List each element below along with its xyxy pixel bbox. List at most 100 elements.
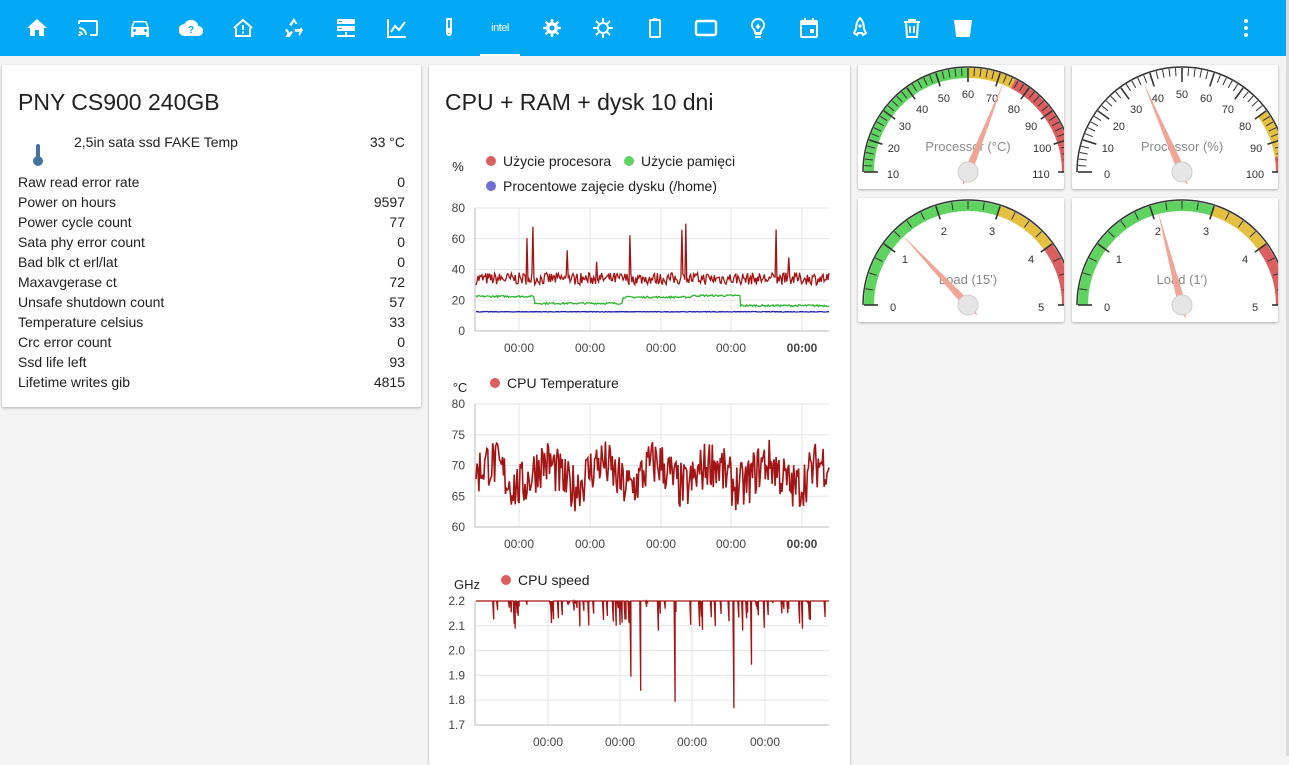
gauge-band xyxy=(997,206,1052,250)
tab-calendar[interactable] xyxy=(783,0,835,56)
overflow-menu-button[interactable] xyxy=(1220,0,1272,56)
gauge-tick xyxy=(1138,78,1141,85)
ssd-card: PNY CS900 240GB 2,5in sata ssd FAKE Temp… xyxy=(2,65,421,407)
gauge-scale-label: 3 xyxy=(1203,226,1209,238)
tab-car[interactable] xyxy=(114,0,166,56)
gauge-tick xyxy=(1243,92,1248,98)
y-tick-label: 80 xyxy=(452,397,466,411)
tab-intel[interactable]: intel xyxy=(474,0,526,56)
gauge-tick xyxy=(1126,84,1130,91)
tab-tablet[interactable] xyxy=(680,0,732,56)
tab-delete-bin[interactable] xyxy=(937,0,989,56)
gauge-tick xyxy=(1083,140,1096,144)
cloud-question-icon: ? xyxy=(179,16,203,40)
tab-home-alert[interactable] xyxy=(217,0,269,56)
series-line xyxy=(476,440,829,511)
x-tick-label: 00:00 xyxy=(575,537,605,551)
tab-home[interactable] xyxy=(11,0,63,56)
gauge-scale-label: 40 xyxy=(916,104,928,116)
gauge-needle-hub xyxy=(1172,295,1192,315)
gauge-tick xyxy=(1163,70,1164,78)
calendar-icon xyxy=(797,16,821,40)
y-tick-label: 2.0 xyxy=(448,644,465,658)
temp-sensor-row[interactable]: 2,5in sata ssd FAKE Temp 33 °C xyxy=(18,132,405,172)
attribute-row[interactable]: Ssd life left 93 xyxy=(18,352,405,372)
tab-sun-gear[interactable] xyxy=(577,0,629,56)
gauge-needle-hub xyxy=(1172,162,1192,182)
battery-icon xyxy=(643,16,667,40)
gauge-tick xyxy=(1233,84,1237,91)
attribute-label: Ssd life left xyxy=(18,354,86,370)
cast-icon xyxy=(76,16,100,40)
tab-recycle[interactable] xyxy=(268,0,320,56)
gauge-rim xyxy=(863,200,1064,305)
tab-lightbulb[interactable] xyxy=(732,0,784,56)
gauge-tick xyxy=(1121,88,1129,99)
gauge-scale-label: 30 xyxy=(1130,104,1142,116)
temp-sensor-value: 33 °C xyxy=(370,134,405,150)
gauge-tick xyxy=(1248,96,1253,102)
server-icon xyxy=(334,16,358,40)
tab-battery[interactable] xyxy=(629,0,681,56)
tab-rocket[interactable] xyxy=(834,0,886,56)
tab-server[interactable] xyxy=(320,0,372,56)
y-tick-label: 40 xyxy=(452,263,466,277)
gauge-scale-label: 90 xyxy=(1250,143,1262,155)
legend-label: CPU speed xyxy=(518,572,590,588)
tab-chart[interactable] xyxy=(371,0,423,56)
attribute-label: Raw read error rate xyxy=(18,174,139,190)
gauge-tick xyxy=(1111,96,1116,102)
sun-gear-icon xyxy=(591,16,615,40)
gauge-tick xyxy=(1206,71,1208,79)
x-tick-label: 00:00 xyxy=(750,735,780,749)
attribute-value: 57 xyxy=(389,294,405,310)
x-tick-label: 00:00 xyxy=(605,735,635,749)
gauge-tick xyxy=(1256,106,1262,111)
attribute-value: 93 xyxy=(389,354,405,370)
chart-y-unit: % xyxy=(452,159,464,174)
svg-text:?: ? xyxy=(188,25,194,36)
tab-cast[interactable] xyxy=(62,0,114,56)
tab-trash[interactable] xyxy=(886,0,938,56)
gauge-tick xyxy=(1169,69,1170,77)
y-tick-label: 70 xyxy=(452,459,466,473)
y-tick-label: 75 xyxy=(452,428,466,442)
chart-y-unit: °C xyxy=(453,380,468,395)
attribute-value: 0 xyxy=(397,174,405,190)
gauge-needle-hub xyxy=(958,295,978,315)
legend-swatch xyxy=(490,378,500,388)
gauge-scale-label: 1 xyxy=(902,254,908,266)
gauge-scale-label: 5 xyxy=(1038,302,1044,314)
gauge-scale-label: 90 xyxy=(1025,121,1037,133)
x-tick-label: 00:00 xyxy=(646,537,676,551)
gauge-tick xyxy=(1116,92,1121,98)
gauge-rim xyxy=(863,67,1064,172)
gauge-scale-label: 50 xyxy=(1176,89,1188,101)
more-vert-icon xyxy=(1234,16,1258,40)
gauge-scale-label: 50 xyxy=(938,93,950,105)
tab-cloud[interactable]: ? xyxy=(165,0,217,56)
tab-test-tube[interactable] xyxy=(423,0,475,56)
top-app-bar: ? intel xyxy=(0,0,1286,56)
gauge-scale-label: 0 xyxy=(890,302,896,314)
tab-engine[interactable] xyxy=(526,0,578,56)
attribute-row[interactable]: Raw read error rate 0 xyxy=(18,172,405,192)
gauge-band xyxy=(1078,201,1214,305)
gauge-tick xyxy=(1102,106,1108,111)
